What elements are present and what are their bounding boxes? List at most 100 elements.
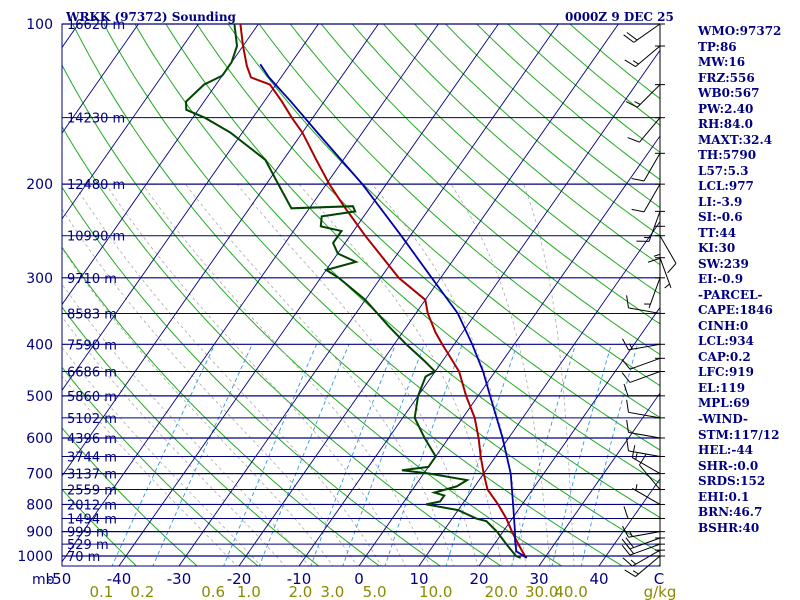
dry-adiabat: [196, 24, 660, 451]
moist-adiabat: [450, 183, 551, 566]
wind-barb-half-flag: [630, 559, 637, 565]
sidebar-index-line: TT:44: [698, 225, 737, 240]
wind-barb-shaft: [643, 183, 661, 213]
wind-barb: [644, 277, 661, 309]
wind-barb-flag: [621, 359, 631, 370]
height-label: 70 m: [67, 550, 100, 565]
wind-barb-shaft: [639, 117, 661, 143]
wind-barb-shaft: [637, 84, 661, 108]
wind-barb-shaft: [632, 457, 661, 475]
moist-adiabat: [105, 183, 406, 566]
sidebar-index-line: LI:-3.9: [698, 194, 743, 209]
isotherm: [538, 392, 660, 566]
temperature-tick-label: 0: [354, 570, 364, 588]
isotherm: [358, 135, 660, 566]
sidebar-index-line: CAPE:1846: [698, 303, 773, 318]
wind-barb-flag: [622, 557, 633, 567]
dry-adiabat: [103, 24, 660, 554]
mixing-ratio-label: 2.0: [288, 583, 312, 600]
mixing-ratio-label: 0.1: [90, 583, 114, 600]
dry-adiabat: [351, 24, 660, 295]
wind-barb: [625, 84, 661, 108]
wind-barb-flag: [623, 34, 635, 43]
mixing-ratio-label: 3.0: [320, 583, 344, 600]
wind-barb-half-flag: [653, 253, 661, 257]
isotherm: [62, 24, 379, 477]
wind-barb-flag: [667, 263, 677, 274]
height-label: 8583 m: [67, 307, 117, 322]
temperature-tick-label: -20: [227, 570, 252, 588]
pressure-label: 900: [26, 525, 53, 541]
isotherm: [118, 24, 499, 566]
wind-barb: [626, 295, 661, 314]
wind-barb-half-flag: [635, 484, 638, 491]
temperature-tick-label: -50: [47, 570, 72, 588]
wind-barb-shaft: [635, 45, 661, 67]
wind-barb-shaft: [629, 537, 661, 550]
temperature-tick-label: -40: [107, 570, 132, 588]
isotherm: [62, 24, 139, 134]
moist-adiabat: [298, 183, 503, 566]
pressure-label: 200: [26, 177, 53, 193]
wind-barb-half-flag: [632, 60, 639, 65]
wind-barb-flag: [631, 208, 645, 213]
dry-adiabat: [62, 186, 441, 566]
wind-barb-half-flag: [634, 101, 641, 105]
height-label: 529 m: [67, 538, 109, 553]
chart-title: WRKK (97372) Sounding: [65, 10, 237, 24]
wind-barb-half-flag: [635, 453, 638, 460]
wind-barb-shaft: [648, 211, 661, 242]
sidebar-index-line: BSHR:40: [698, 520, 760, 535]
pressure-label: 100: [26, 17, 53, 33]
wind-barb: [626, 438, 661, 457]
wind-barb: [621, 371, 661, 383]
wind-barb-shaft: [643, 153, 661, 182]
dry-adiabat: [134, 24, 660, 519]
sidebar-index-line: FRZ:556: [698, 70, 755, 85]
sidebar-index-line: BRN:46.7: [698, 505, 763, 520]
height-label: 5102 m: [67, 412, 117, 427]
dry-adiabat: [62, 427, 198, 566]
mixing-ratio-label: 5.0: [363, 583, 387, 600]
wind-barb-flag: [627, 137, 640, 143]
height-label: 1494 m: [67, 512, 117, 527]
wind-barb: [659, 235, 677, 274]
parcel-profile: [259, 63, 528, 559]
sidebar-index-line: CINH:0: [698, 318, 749, 333]
sidebar-index-line: HEL:-44: [698, 443, 754, 458]
moist-adiabat: [236, 183, 479, 566]
wind-barb-shaft: [648, 277, 661, 309]
wind-barb-flag: [621, 372, 631, 383]
wind-barb-flag: [625, 101, 638, 108]
wind-barb-flag: [647, 257, 661, 263]
isotherm: [478, 306, 660, 566]
wind-barb: [623, 506, 660, 519]
wind-barb-shaft: [632, 549, 661, 567]
dewpoint-profile: [184, 24, 522, 559]
pressure-label: 1000: [17, 549, 53, 565]
sidebar-index-line: SHR-:0.0: [698, 458, 759, 473]
mixing-ratio-line: [342, 344, 425, 566]
pressure-label: 500: [26, 389, 53, 405]
wind-barb: [623, 23, 661, 43]
wind-barb-flag: [631, 177, 645, 182]
dry-adiabat: [62, 366, 259, 566]
wind-barb-shaft: [628, 431, 661, 439]
sidebar-index-line: RH:84.0: [698, 117, 753, 132]
wind-barb-shaft: [632, 488, 661, 505]
height-label: 3137 m: [67, 468, 117, 483]
wind-barb-flag: [626, 438, 629, 451]
temperature-tick-label: -10: [287, 570, 312, 588]
wind-barb-flag: [624, 569, 636, 577]
sidebar-index-line: LCL:934: [698, 334, 754, 349]
wind-barb-shaft: [628, 411, 661, 419]
mixing-ratio-line: [310, 344, 396, 566]
pressure-label: 400: [26, 337, 53, 353]
wind-barb: [631, 153, 661, 182]
sidebar-index-line: LFC:919: [698, 365, 754, 380]
wind-barb-half-flag: [628, 343, 633, 350]
wind-barb: [623, 383, 660, 397]
sidebar-index-line: MAXT:32.4: [698, 132, 773, 147]
